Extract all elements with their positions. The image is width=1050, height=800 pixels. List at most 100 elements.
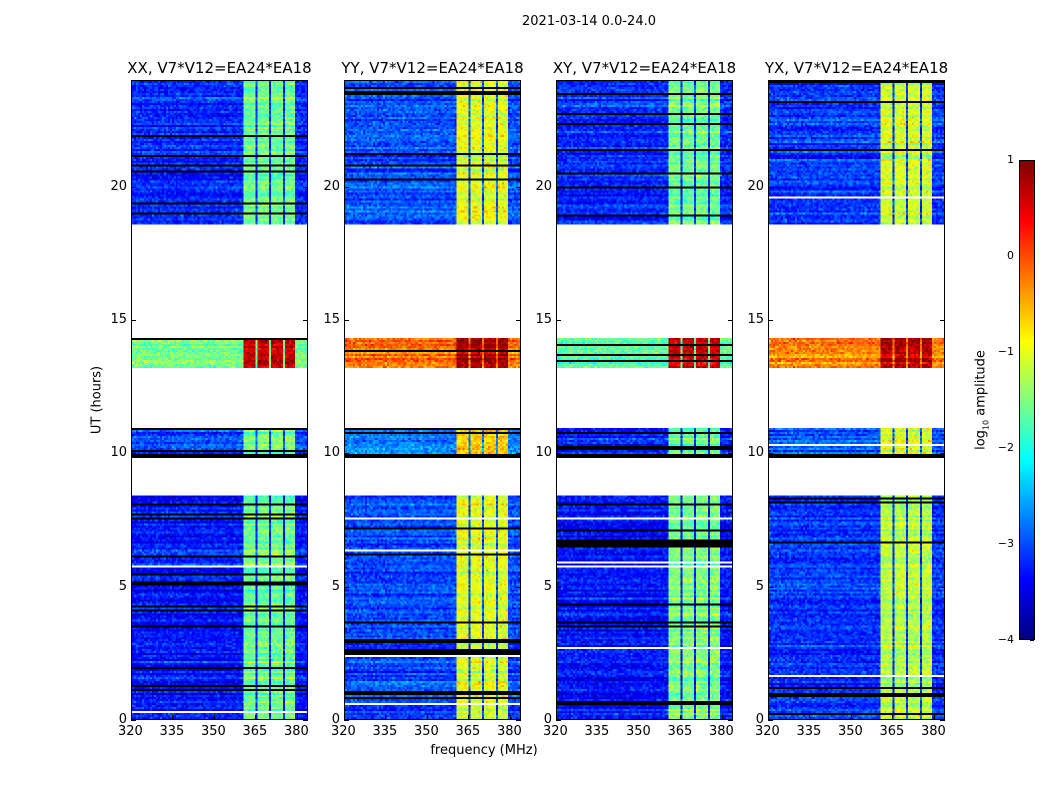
y-tick-label: 0 bbox=[331, 712, 340, 727]
y-tick-label: 5 bbox=[118, 578, 127, 594]
y-tick-mark bbox=[556, 320, 561, 321]
x-tick-label: 320 bbox=[755, 724, 780, 739]
x-tick-label: 320 bbox=[118, 724, 143, 739]
x-tick-label: 365 bbox=[455, 724, 481, 739]
y-tick-mark bbox=[768, 320, 773, 321]
colorbar-label-rest: amplitude bbox=[973, 350, 989, 420]
y-tick-mark bbox=[303, 320, 308, 321]
x-tick-mark bbox=[597, 715, 599, 720]
y-tick-mark bbox=[940, 720, 945, 721]
x-tick-mark bbox=[933, 715, 935, 720]
x-axis-label: frequency (MHz) bbox=[430, 743, 538, 758]
spectrogram-image-1 bbox=[345, 81, 520, 719]
y-tick-mark bbox=[344, 720, 349, 721]
y-tick-mark bbox=[728, 720, 733, 721]
colorbar-tick-label: 1 bbox=[1007, 153, 1014, 166]
y-tick-mark bbox=[516, 586, 521, 588]
y-tick-label: 20 bbox=[535, 178, 552, 194]
y-tick-label: 5 bbox=[755, 578, 764, 594]
y-tick-mark bbox=[768, 453, 773, 455]
y-tick-mark bbox=[303, 453, 308, 455]
x-tick-label: 335 bbox=[796, 724, 822, 739]
x-tick-mark bbox=[509, 715, 511, 720]
y-tick-label: 15 bbox=[535, 312, 552, 327]
x-tick-label: 320 bbox=[331, 724, 356, 739]
y-tick-mark bbox=[131, 186, 136, 188]
y-tick-mark bbox=[516, 453, 521, 455]
y-tick-mark bbox=[940, 186, 945, 188]
y-tick-mark bbox=[131, 586, 136, 588]
x-tick-label: 335 bbox=[159, 724, 185, 739]
y-tick-mark bbox=[556, 720, 561, 721]
x-tick-label: 380 bbox=[708, 724, 734, 739]
x-tick-mark bbox=[296, 715, 298, 720]
y-tick-label: 0 bbox=[755, 712, 764, 727]
y-tick-label: 15 bbox=[110, 312, 127, 327]
y-tick-label: 20 bbox=[110, 178, 127, 194]
colorbar-tick-label: 0 bbox=[1007, 249, 1014, 262]
y-tick-mark bbox=[344, 186, 349, 188]
x-tick-mark bbox=[809, 715, 811, 720]
y-tick-label: 5 bbox=[543, 578, 552, 594]
panel-title-0: XX, V7*V12=EA24*EA18 bbox=[127, 59, 312, 77]
panel-title-2: XY, V7*V12=EA24*EA18 bbox=[552, 59, 737, 77]
y-tick-mark bbox=[344, 320, 349, 321]
colorbar-label-sub: 10 bbox=[981, 419, 991, 431]
y-tick-mark bbox=[556, 186, 561, 188]
x-tick-label: 350 bbox=[625, 724, 651, 739]
x-tick-mark bbox=[344, 715, 345, 720]
x-tick-label: 335 bbox=[584, 724, 610, 739]
y-tick-mark bbox=[131, 320, 136, 321]
y-tick-label: 0 bbox=[543, 712, 552, 727]
x-tick-label: 365 bbox=[242, 724, 268, 739]
x-tick-mark bbox=[426, 715, 428, 720]
y-tick-mark bbox=[131, 453, 136, 455]
spectrogram-image-0 bbox=[132, 81, 307, 719]
y-tick-mark bbox=[728, 186, 733, 188]
x-tick-mark bbox=[721, 715, 723, 720]
x-tick-label: 365 bbox=[879, 724, 905, 739]
x-tick-label: 380 bbox=[283, 724, 309, 739]
y-tick-label: 15 bbox=[323, 312, 340, 327]
y-tick-mark bbox=[768, 186, 773, 188]
x-tick-mark bbox=[556, 715, 557, 720]
y-tick-label: 20 bbox=[323, 178, 340, 194]
y-tick-label: 20 bbox=[747, 178, 764, 194]
x-tick-mark bbox=[131, 715, 132, 720]
y-tick-mark bbox=[516, 720, 521, 721]
colorbar-tick-label: −2 bbox=[997, 441, 1014, 454]
y-tick-mark bbox=[303, 720, 308, 721]
panel-title-3: YX, V7*V12=EA24*EA18 bbox=[764, 59, 949, 77]
x-tick-mark bbox=[892, 715, 894, 720]
y-tick-mark bbox=[940, 320, 945, 321]
y-tick-mark bbox=[728, 586, 733, 588]
spectrogram-image-3 bbox=[769, 81, 944, 719]
colorbar-tick-label: −3 bbox=[997, 537, 1014, 550]
y-tick-mark bbox=[344, 453, 349, 455]
x-tick-mark bbox=[172, 715, 174, 720]
colorbar-label: log10 amplitude bbox=[974, 350, 991, 450]
spectrogram-image-2 bbox=[557, 81, 732, 719]
y-tick-mark bbox=[516, 320, 521, 321]
colorbar-label-log: log bbox=[973, 430, 989, 450]
y-tick-mark bbox=[303, 586, 308, 588]
x-tick-mark bbox=[255, 715, 257, 720]
y-tick-mark bbox=[303, 186, 308, 188]
panel-title-1: YY, V7*V12=EA24*EA18 bbox=[341, 59, 524, 77]
y-tick-label: 10 bbox=[323, 445, 340, 461]
x-tick-mark bbox=[213, 715, 215, 720]
y-tick-label: 5 bbox=[331, 578, 340, 594]
x-tick-mark bbox=[385, 715, 387, 720]
spectrogram-panel-3 bbox=[768, 80, 945, 720]
x-tick-mark bbox=[680, 715, 682, 720]
colorbar-tick-mark bbox=[1030, 640, 1034, 641]
x-tick-label: 350 bbox=[837, 724, 863, 739]
y-tick-mark bbox=[516, 186, 521, 188]
y-tick-label: 0 bbox=[118, 712, 127, 727]
colorbar bbox=[1019, 160, 1035, 640]
colorbar-tick-label: −1 bbox=[997, 345, 1014, 358]
x-tick-label: 335 bbox=[372, 724, 398, 739]
x-tick-label: 350 bbox=[413, 724, 439, 739]
y-tick-mark bbox=[131, 720, 136, 721]
y-tick-mark bbox=[768, 720, 773, 721]
